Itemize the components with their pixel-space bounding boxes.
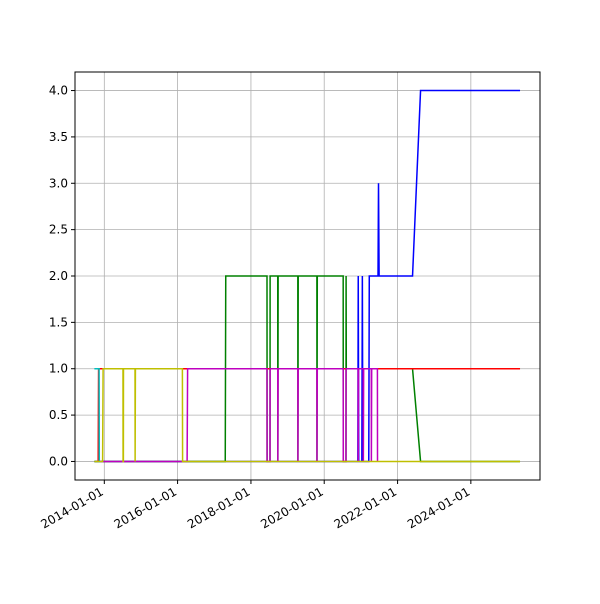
y-tick-label: 2.5 (49, 223, 68, 237)
y-tick-label: 2.0 (49, 269, 68, 283)
y-tick-label: 0.0 (49, 454, 68, 468)
y-tick-label: 3.0 (49, 176, 68, 190)
y-tick-label: 1.0 (49, 362, 68, 376)
y-tick-label: 3.5 (49, 130, 68, 144)
axes-frame (74, 71, 541, 481)
data-line (94, 367, 521, 463)
y-tick-label: 0.5 (49, 408, 68, 422)
y-tick-label: 1.5 (49, 315, 68, 329)
y-tick-label: 4.0 (49, 84, 68, 98)
